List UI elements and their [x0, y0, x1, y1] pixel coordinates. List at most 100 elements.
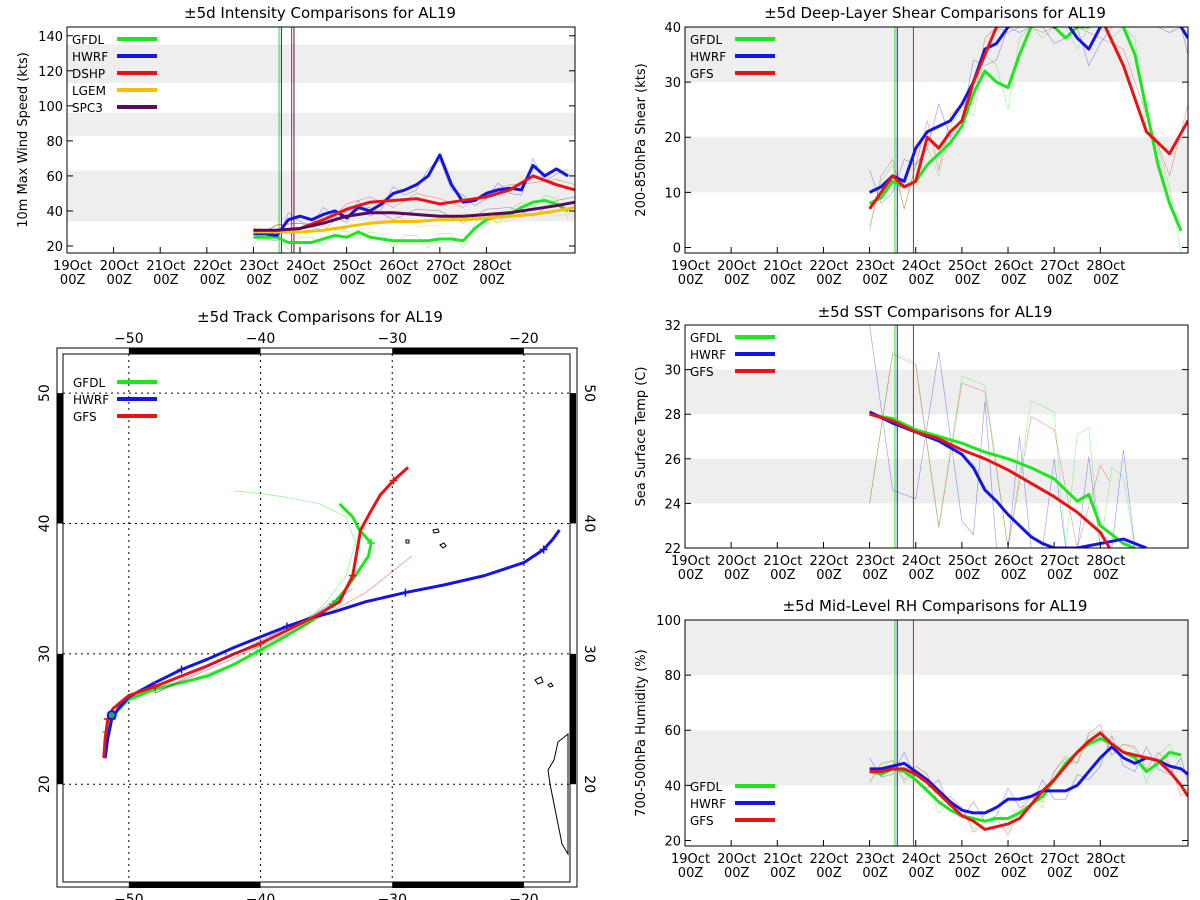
- shear-xtick-date-4: 23Oct: [856, 259, 895, 274]
- intensity-ytick-label-40: 40: [46, 205, 63, 220]
- track-lon-label-top-1: −40: [246, 331, 276, 347]
- rh-series-group: [869, 731, 1188, 831]
- intensity-xtick-date-6: 25Oct: [333, 259, 372, 274]
- shear-xtick-date-2: 21Oct: [763, 259, 802, 274]
- track-lat-label-right-1: 30: [581, 645, 597, 663]
- rh-xtick-date-8: 27Oct: [1040, 852, 1079, 867]
- shear-ylabel: 200-850hPa Shear (kts): [634, 63, 649, 216]
- track-map-panel: ±5d Track Comparisons for AL19 −50 −50 −40 −…: [37, 308, 597, 900]
- intensity-xtick-date-3: 22Oct: [193, 259, 232, 274]
- intensity-xtick-date-8: 27Oct: [426, 259, 465, 274]
- rh-xtick-date-0: 19Oct: [671, 852, 710, 867]
- rh-frame: [684, 619, 1189, 847]
- rh-ytick-label-60: 60: [664, 724, 681, 739]
- shear-series-gfdl: [868, 27, 1183, 232]
- rh-ytick-label-40: 40: [664, 779, 681, 794]
- intensity-legend-label-hwrf: HWRF: [72, 50, 108, 64]
- intensity-xtick-hour-5: 00Z: [293, 273, 319, 288]
- rh-xtick-hour-8: 00Z: [1047, 866, 1073, 881]
- shear-xtick-date-9: 28Oct: [1086, 259, 1125, 274]
- track-legend-label-hwrf: HWRF: [73, 393, 109, 407]
- intensity-xtick-date-1: 20Oct: [100, 259, 139, 274]
- sst-series-gfs: [869, 412, 1111, 548]
- sst-xtick-hour-9: 00Z: [1093, 568, 1119, 583]
- intensity-series-group: [253, 153, 575, 244]
- track-border-top-1: [128, 348, 261, 354]
- sst-series-gfdl: [869, 412, 1136, 548]
- track-marker-gfs-14: [348, 571, 357, 580]
- track-coastline-africa: [547, 732, 569, 856]
- rh-xtick-hour-0: 00Z: [678, 866, 704, 881]
- intensity-xtick-hour-2: 00Z: [153, 273, 179, 288]
- shear-title: ±5d Deep-Layer Shear Comparisons for AL1…: [764, 4, 1106, 22]
- rh-xtick-date-1: 20Oct: [717, 852, 756, 867]
- sst-xtick-date-7: 26Oct: [994, 554, 1033, 569]
- sst-xtick-date-5: 24Oct: [902, 554, 941, 569]
- track-border-top-3: [392, 348, 524, 354]
- shear-series-hwrf: [868, 27, 1188, 194]
- intensity-series-lgem: [253, 205, 575, 234]
- sst-ylabel: Sea Surface Temp (C): [634, 366, 649, 506]
- shear-legend-label-hwrf: HWRF: [690, 50, 726, 64]
- sst-xtick-date-0: 19Oct: [671, 554, 710, 569]
- shear-legend-label-gfdl: GFDL: [690, 33, 722, 47]
- shear-ytick-label-40: 40: [664, 21, 681, 36]
- sst-xtick-hour-7: 00Z: [1001, 568, 1027, 583]
- intensity-legend-label-dshp: DSHP: [72, 67, 105, 81]
- sst-band-0: [685, 458, 1188, 504]
- sst-frame: [684, 324, 1189, 549]
- intensity-ytick-label-120: 120: [38, 65, 63, 80]
- sst-ytick-label-26: 26: [664, 453, 681, 468]
- sst-xtick-hour-2: 00Z: [770, 568, 796, 583]
- rh-xtick-hour-5: 00Z: [909, 866, 935, 881]
- intensity-xtick-hour-7: 00Z: [386, 273, 412, 288]
- intensity-title: ±5d Intensity Comparisons for AL19: [184, 4, 456, 22]
- track-lon-label-bottom-2: −30: [377, 892, 407, 900]
- track-lon-label-top-0: −50: [114, 331, 144, 347]
- intensity-xtick-date-2: 21Oct: [146, 259, 185, 274]
- intensity-series-hwrf: [253, 153, 569, 237]
- shear-ytick-label-0: 0: [673, 241, 681, 256]
- sst-xtick-date-4: 23Oct: [856, 554, 895, 569]
- sst-ytick-label-22: 22: [664, 542, 681, 557]
- track-line-gfdl-thin: [155, 490, 356, 694]
- intensity-xtick-hour-3: 00Z: [200, 273, 226, 288]
- rh-legend-label-gfs: GFS: [690, 814, 714, 828]
- sst-legend-label-gfs: GFS: [690, 365, 714, 379]
- track-marker-hwrf-6: [177, 665, 186, 674]
- shear-legend-label-gfs: GFS: [690, 67, 714, 81]
- track-lon-label-top-2: −30: [377, 331, 407, 347]
- sst-band-1: [685, 369, 1188, 415]
- sst-legend-label-gfdl: GFDL: [690, 331, 722, 345]
- track-marker-gfs-18: [389, 476, 398, 485]
- sst-ytick-label-24: 24: [664, 497, 681, 512]
- rh-chart-panel: ±5d Mid-Level RH Comparisons for AL19 20 4…: [634, 597, 1189, 881]
- rh-band-0: [685, 730, 1188, 786]
- intensity-thin-hwrf: [253, 157, 569, 242]
- rh-title: ±5d Mid-Level RH Comparisons for AL19: [783, 597, 1088, 615]
- rh-series-hwrf: [869, 745, 1188, 815]
- intensity-thin-gfdl: [253, 194, 569, 250]
- sst-chart-panel: ±5d SST Comparisons for AL19 22 24 26 28 30 32…: [634, 303, 1189, 583]
- track-lon-label-bottom-0: −50: [114, 892, 144, 900]
- sst-thin-gfdl: [869, 351, 1136, 549]
- intensity-legend-label-spc3: SPC3: [72, 101, 103, 115]
- shear-xtick-hour-4: 00Z: [862, 273, 888, 288]
- intensity-series-spc3: [253, 200, 575, 232]
- shear-ytick-label-10: 10: [664, 186, 681, 201]
- track-line-hwrf-thin: [155, 588, 353, 694]
- shear-xtick-date-8: 27Oct: [1040, 259, 1079, 274]
- intensity-ytick-label-140: 140: [38, 30, 63, 45]
- track-border-right-3: [570, 393, 576, 524]
- sst-xtick-date-6: 25Oct: [948, 554, 987, 569]
- sst-xtick-hour-3: 00Z: [816, 568, 842, 583]
- track-storm-position-marker: [106, 710, 117, 721]
- intensity-xtick-hour-9: 00Z: [479, 273, 505, 288]
- track-marker-gfdl-18: [367, 539, 376, 548]
- intensity-xtick-hour-6: 00Z: [340, 273, 366, 288]
- sst-series-hwrf: [868, 410, 1148, 548]
- track-border-right-1: [570, 653, 576, 785]
- sst-xtick-date-3: 22Oct: [809, 554, 848, 569]
- shear-frame: [684, 26, 1189, 254]
- rh-xtick-date-2: 21Oct: [763, 852, 802, 867]
